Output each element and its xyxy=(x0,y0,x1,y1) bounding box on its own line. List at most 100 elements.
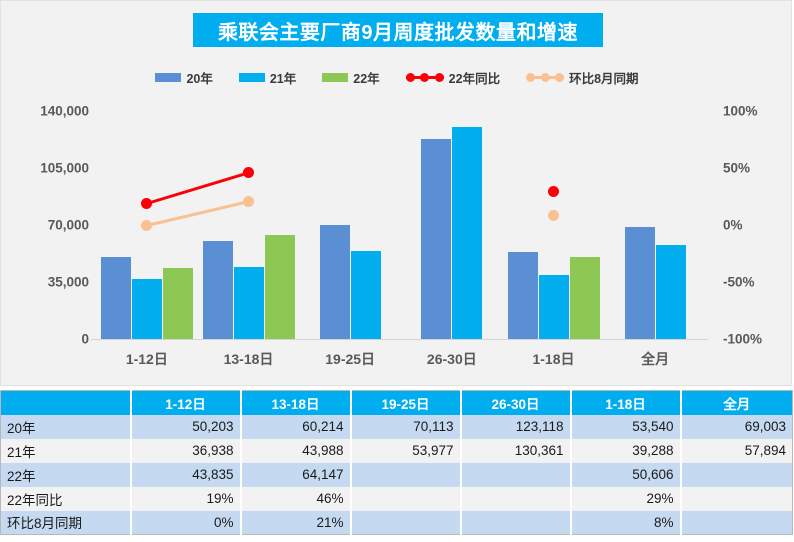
legend-label: 22年同比 xyxy=(448,71,501,86)
table-row: 22年 43,835 64,147 50,606 xyxy=(0,462,793,487)
legend-label: 21年 xyxy=(269,71,297,86)
y-axis-tick-left: 0 xyxy=(81,331,89,347)
table-column-header: 13-18日 xyxy=(240,390,352,415)
legend-label: 22年 xyxy=(353,71,380,86)
table-row: 20年 50,203 60,214 70,113 123,118 53,540 69,003 xyxy=(0,414,793,439)
table-cell: 50,203 xyxy=(130,414,242,439)
table-cell: 60,214 xyxy=(240,414,352,439)
x-axis-label: 1-12日 xyxy=(125,351,168,367)
chart-bar xyxy=(202,240,233,339)
data-table: 1-12日 13-18日 19-25日 26-30日 1-18日 全月 20年 50,203… xyxy=(0,390,793,535)
legend-swatch-icon xyxy=(238,72,265,82)
table-cell xyxy=(680,486,793,511)
y-axis-tick-left: 35,000 xyxy=(47,274,89,290)
chart-bar xyxy=(131,278,162,339)
table-cell xyxy=(350,486,462,511)
table-cell: 123,118 xyxy=(460,414,572,439)
chart-line-marker xyxy=(141,197,153,209)
table-cell: 130,361 xyxy=(460,438,572,463)
table-column-header: 1-12日 xyxy=(130,390,242,415)
table-cell xyxy=(460,486,572,511)
chart-bar xyxy=(421,138,452,339)
table-cell: 19% xyxy=(130,486,242,511)
x-axis-label: 1-18日 xyxy=(532,351,575,367)
table-corner-cell xyxy=(0,390,132,415)
table-cell: 43,988 xyxy=(240,438,352,463)
chart-line-marker xyxy=(243,167,254,179)
table-cell: 43,835 xyxy=(130,462,242,487)
legend-swatch-icon xyxy=(155,72,182,82)
x-axis-label: 26-30日 xyxy=(426,351,477,367)
table-cell xyxy=(460,462,572,487)
table-column-header: 26-30日 xyxy=(460,390,572,415)
table-row-label: 20年 xyxy=(0,414,132,439)
table-row: 21年 36,938 43,988 53,977 130,361 39,288 57,894 xyxy=(0,438,793,463)
y-axis-right: -100% -50% 0% 50% 100% xyxy=(707,103,791,347)
chart-line-marker xyxy=(548,186,559,198)
legend-line-icon xyxy=(526,72,565,83)
chart-bar xyxy=(319,224,350,339)
table-cell: 64,147 xyxy=(240,462,352,487)
legend-item: 22年同比 xyxy=(405,68,501,87)
y-axis-tick-left: 70,000 xyxy=(47,217,89,233)
table-cell xyxy=(350,510,462,535)
table-cell: 36,938 xyxy=(130,438,242,463)
x-axis-label: 全月 xyxy=(641,351,670,367)
chart-line-marker xyxy=(243,195,254,207)
table-cell: 8% xyxy=(570,510,682,535)
table-column-header: 19-25日 xyxy=(350,390,462,415)
y-axis-tick-right: -100% xyxy=(723,331,763,347)
chart-bar xyxy=(100,257,131,339)
table-cell: 46% xyxy=(240,486,352,511)
y-axis-tick-right: 50% xyxy=(723,160,751,176)
table-cell xyxy=(460,510,572,535)
table-cell: 57,894 xyxy=(680,438,793,463)
x-axis-label: 13-18日 xyxy=(223,351,274,367)
legend-line-icon xyxy=(405,72,444,83)
chart-bar xyxy=(264,234,295,339)
chart-bar xyxy=(452,126,483,339)
table-row-label: 22年 xyxy=(0,462,132,487)
y-axis-tick-left: 105,000 xyxy=(40,160,89,176)
table-row: 22年同比 19% 46% 29% xyxy=(0,486,793,511)
y-axis-tick-left: 140,000 xyxy=(40,103,89,119)
chart-bar xyxy=(624,226,655,339)
legend-item: 环比8月同期 xyxy=(526,68,639,87)
chart-container: 乘联会主要厂商9月周度批发数量和增速 20年 21年 22年 22年同比 环比8月同期 … xyxy=(0,0,792,386)
table-cell: 69,003 xyxy=(680,414,793,439)
chart-bar xyxy=(569,256,600,339)
legend-item: 20年 xyxy=(155,68,213,87)
y-axis-tick-right: -50% xyxy=(723,274,755,290)
chart-bar xyxy=(233,267,264,339)
plot-area xyxy=(96,111,706,339)
table-row: 环比8月同期 0% 21% 8% xyxy=(0,510,793,535)
chart-line-segment xyxy=(146,199,249,227)
table-cell xyxy=(350,462,462,487)
table-cell: 29% xyxy=(570,486,682,511)
chart-line-marker xyxy=(548,210,559,222)
chart-legend: 20年 21年 22年 22年同比 环比8月同期 xyxy=(1,63,793,91)
chart-line-segment xyxy=(146,171,249,205)
table-header-row: 1-12日 13-18日 19-25日 26-30日 1-18日 全月 xyxy=(0,390,793,415)
legend-label: 环比8月同期 xyxy=(569,71,639,86)
table-cell: 0% xyxy=(130,510,242,535)
table-cell xyxy=(680,462,793,487)
table-cell xyxy=(680,510,793,535)
y-axis-tick-right: 0% xyxy=(723,217,743,233)
x-axis-labels: 1-12日 13-18日 19-25日 26-30日 1-18日 全月 xyxy=(96,349,706,375)
chart-bar xyxy=(538,275,569,339)
table-row-label: 环比8月同期 xyxy=(0,510,132,535)
table-cell: 53,540 xyxy=(570,414,682,439)
axis-baseline xyxy=(91,339,708,340)
chart-bar xyxy=(162,267,193,339)
table-cell: 21% xyxy=(240,510,352,535)
table-cell: 50,606 xyxy=(570,462,682,487)
legend-swatch-icon xyxy=(322,72,349,82)
table-cell: 53,977 xyxy=(350,438,462,463)
table-column-header: 全月 xyxy=(680,390,793,415)
legend-label: 20年 xyxy=(186,71,213,86)
table-row-label: 21年 xyxy=(0,438,132,463)
chart-bar xyxy=(350,251,381,339)
chart-bar xyxy=(507,251,538,339)
